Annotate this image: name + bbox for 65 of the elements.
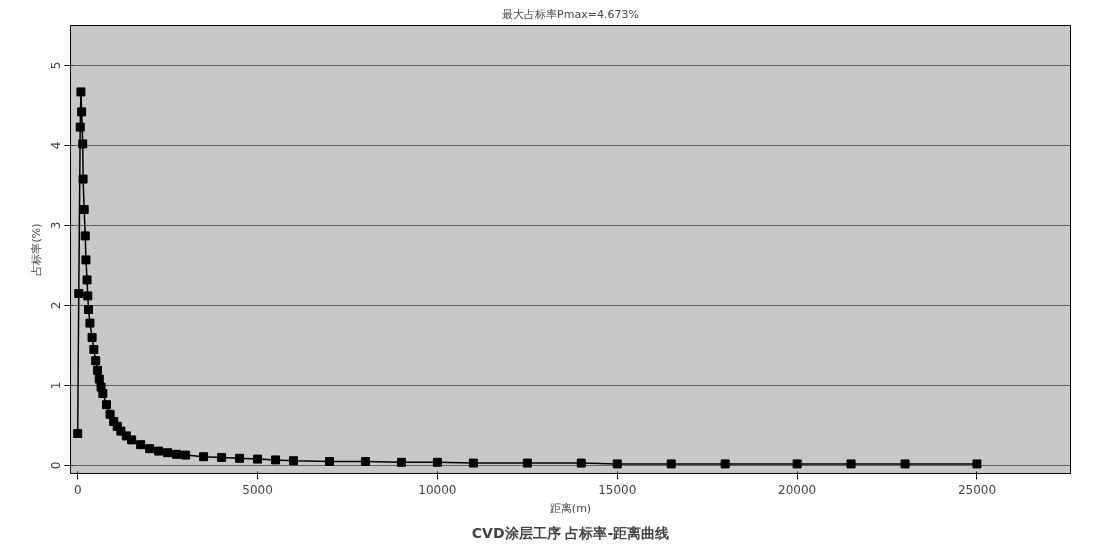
point	[75, 122, 85, 132]
point	[76, 87, 86, 97]
y-tick-label: 3	[48, 221, 63, 230]
point	[253, 454, 263, 464]
point	[666, 459, 676, 469]
point	[522, 458, 532, 468]
point	[98, 389, 108, 398]
point	[89, 345, 99, 354]
point	[127, 435, 137, 445]
x-tick-label: 10000	[418, 482, 457, 497]
point	[105, 409, 115, 419]
point	[271, 455, 281, 465]
point	[900, 459, 910, 469]
point	[324, 457, 334, 466]
point	[396, 457, 406, 467]
point	[92, 365, 102, 375]
point	[172, 449, 182, 459]
y-tick-label: 1	[48, 381, 63, 390]
point	[217, 453, 227, 462]
x-tick-label: 5000	[242, 482, 273, 497]
point	[972, 459, 982, 469]
y-tick-label: 5	[48, 61, 63, 70]
y-axis-title: 占标率(%)	[29, 223, 43, 276]
chart-subtitle: 最大占标率Pmax=4.673%	[502, 7, 639, 21]
point	[235, 453, 245, 463]
text: CVD涂层工序 占标率-距离曲线	[471, 524, 670, 541]
point	[846, 459, 856, 469]
point	[78, 174, 88, 184]
x-tick-label: 20000	[778, 482, 817, 497]
point	[289, 456, 299, 466]
point	[94, 374, 104, 384]
point	[145, 444, 155, 454]
point	[80, 231, 90, 241]
point	[136, 440, 146, 450]
point	[468, 458, 478, 468]
x-axis-title: 距离(m)	[549, 501, 592, 515]
point	[792, 459, 802, 469]
point	[576, 458, 586, 468]
point	[87, 333, 97, 342]
point	[360, 457, 370, 466]
y-tick-label: 4	[48, 141, 63, 150]
point	[720, 459, 730, 469]
point	[83, 291, 93, 301]
point	[432, 457, 442, 467]
point	[85, 318, 95, 328]
point	[82, 275, 92, 285]
point	[81, 255, 91, 265]
y-tick-label: 2	[48, 301, 63, 310]
point	[154, 446, 164, 456]
x-tick-label: 15000	[598, 482, 637, 497]
point	[74, 289, 84, 298]
point	[83, 305, 93, 314]
x-tick-label: 0	[73, 482, 82, 497]
point	[77, 107, 87, 117]
point	[79, 205, 89, 214]
point	[91, 356, 101, 366]
point	[73, 429, 83, 438]
point	[181, 450, 191, 460]
x-tick-label: 25000	[957, 482, 997, 497]
y-tick-label: 0	[48, 461, 63, 470]
point	[78, 139, 88, 149]
point	[199, 452, 209, 462]
point	[101, 400, 111, 410]
point	[612, 459, 622, 469]
point	[163, 448, 173, 458]
